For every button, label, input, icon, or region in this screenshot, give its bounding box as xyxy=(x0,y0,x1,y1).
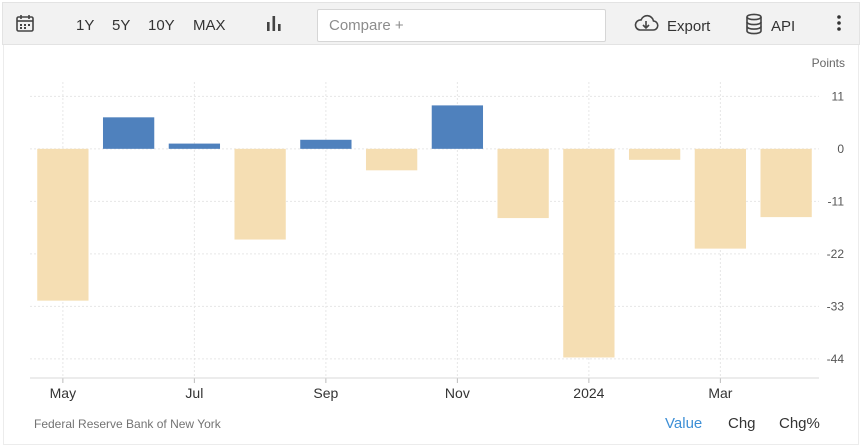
compare-input[interactable] xyxy=(317,9,606,42)
export-button[interactable]: Export xyxy=(633,14,711,38)
bar[interactable] xyxy=(168,143,221,149)
cloud-download-icon xyxy=(633,14,659,38)
range-10y-button[interactable]: 10Y xyxy=(148,16,175,34)
x-tick-label: Mar xyxy=(708,385,732,401)
range-max-button[interactable]: MAX xyxy=(193,16,226,34)
range-5y-button[interactable]: 5Y xyxy=(112,16,131,34)
calendar-button[interactable] xyxy=(15,14,37,36)
bar[interactable] xyxy=(563,148,615,358)
bar[interactable] xyxy=(760,148,812,218)
bar[interactable] xyxy=(497,148,549,219)
export-label: Export xyxy=(667,17,711,35)
x-tick-label: Nov xyxy=(445,385,470,401)
bar[interactable] xyxy=(365,148,418,171)
source-label: Federal Reserve Bank of New York xyxy=(34,417,221,431)
chart-type-button[interactable] xyxy=(265,14,287,36)
y-tick-label: -11 xyxy=(828,194,845,208)
y-tick-label: 0 xyxy=(837,142,844,156)
calendar-icon xyxy=(15,13,35,37)
bar[interactable] xyxy=(300,139,352,149)
database-icon xyxy=(745,13,763,39)
api-button[interactable]: API xyxy=(745,13,796,39)
api-label: API xyxy=(771,17,796,35)
y-tick-label: 11 xyxy=(832,89,845,103)
y-tick-label: -33 xyxy=(827,299,845,313)
tab-chg[interactable]: Chg xyxy=(728,415,756,432)
bar[interactable] xyxy=(694,148,747,249)
y-unit-label: Points xyxy=(812,56,845,70)
bar[interactable] xyxy=(102,117,155,149)
chart-frame: Points 11 0 -11 -22 -33 -44 May Jul Sep Nov 2024 Ma… xyxy=(3,45,859,445)
bar[interactable] xyxy=(234,148,286,240)
x-tick-label: Jul xyxy=(185,385,203,401)
x-tick-label: Sep xyxy=(313,385,338,401)
tab-chg-percent[interactable]: Chg% xyxy=(779,415,820,432)
y-tick-label: -22 xyxy=(827,247,845,261)
bar[interactable] xyxy=(628,148,681,160)
range-1y-button[interactable]: 1Y xyxy=(76,16,95,34)
bar-chart: Points 11 0 -11 -22 -33 -44 May Jul Sep Nov 2024 Ma… xyxy=(30,56,845,401)
x-tick-label: May xyxy=(50,385,76,401)
x-tick-label: 2024 xyxy=(573,385,604,401)
more-options-button[interactable] xyxy=(831,14,847,36)
tab-value[interactable]: Value xyxy=(665,415,703,432)
y-tick-label: -44 xyxy=(827,352,845,366)
bar-chart-icon xyxy=(265,14,283,36)
toolbar: 1Y 5Y 10Y MAX Export xyxy=(2,2,860,45)
vertical-ellipsis-icon xyxy=(836,14,842,36)
bar[interactable] xyxy=(37,148,89,301)
bar[interactable] xyxy=(431,105,484,149)
